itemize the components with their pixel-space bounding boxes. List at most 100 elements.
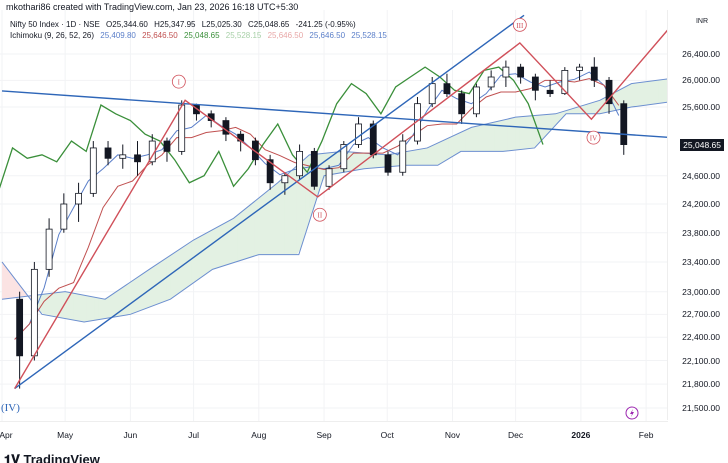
candle-body xyxy=(30,268,38,357)
symbol-title[interactable]: Nifty 50 Index · 1D · NSE xyxy=(10,20,100,29)
tradingview-logo-icon: 𝟏𝐕 xyxy=(4,452,24,463)
ohlc-close: C25,048.65 xyxy=(247,20,290,29)
time-tick-label: Nov xyxy=(444,430,461,440)
ichimoku-cloud-segment xyxy=(494,121,500,152)
ichimoku-cloud-segment xyxy=(515,116,521,151)
time-axis-divider xyxy=(0,421,668,422)
candle-body xyxy=(251,140,259,161)
price-tick-label: 21,500.00 xyxy=(682,402,720,413)
time-tick-label: Feb xyxy=(638,430,654,440)
ichimoku-cloud-segment xyxy=(271,184,277,255)
ichimoku-cloud-segment xyxy=(507,118,512,151)
ichimoku-cloud-segment xyxy=(393,153,399,167)
ichimoku-cloud-segment xyxy=(132,277,138,314)
cloud-upper-value: 25,646.50 xyxy=(309,31,346,40)
candle-body xyxy=(428,83,436,105)
ichimoku-cloud-segment xyxy=(359,152,365,170)
ichimoku-cloud-segment xyxy=(161,258,167,303)
senkou-span-b-line xyxy=(1,101,668,323)
ichimoku-cloud-segment xyxy=(380,154,386,168)
ichimoku-cloud-segment xyxy=(166,255,171,301)
ohlc-high: H25,347.95 xyxy=(154,20,196,29)
candle-body xyxy=(89,147,97,194)
ichimoku-cloud-segment xyxy=(136,274,142,312)
ichimoku-cloud-segment xyxy=(229,218,235,264)
indicator-title[interactable]: Ichimoku (9, 26, 52, 26) xyxy=(10,31,95,40)
ichimoku-cloud-segment xyxy=(199,234,205,279)
ichimoku-cloud-segment xyxy=(6,267,11,299)
price-axis[interactable]: INR 26,400.00 26,000.00 25,600.00 24,600.00… xyxy=(667,10,728,420)
ichimoku-cloud-segment xyxy=(528,115,533,149)
currency-label: INR xyxy=(695,18,708,25)
ichimoku-cloud-segment xyxy=(423,147,428,166)
wave-label-circle xyxy=(171,74,186,89)
ichimoku-cloud-segment xyxy=(347,151,352,172)
ichimoku-cloud-segment xyxy=(44,293,49,316)
price-tick-label: 23,000.00 xyxy=(682,286,720,297)
wave-label: IV xyxy=(590,135,597,143)
time-tick-label: Jun xyxy=(123,430,138,440)
ichimoku-cloud-segment xyxy=(452,134,458,157)
candle-body xyxy=(60,203,68,230)
candle-body xyxy=(178,104,186,152)
symbol-legend: Nifty 50 Index · 1D · NSE O25,344.60 H25… xyxy=(10,20,360,29)
ichimoku-cloud-segment xyxy=(254,197,260,256)
ichimoku-cloud-segment xyxy=(524,116,529,150)
wave-label-circle xyxy=(312,207,327,222)
ichimoku-cloud-segment xyxy=(288,169,293,255)
ichimoku-cloud-segment xyxy=(376,154,382,168)
ichimoku-cloud-segment xyxy=(216,225,222,269)
candle-body xyxy=(369,123,377,156)
ichimoku-cloud-segment xyxy=(149,266,155,308)
ichimoku-cloud-segment xyxy=(174,249,180,297)
ichimoku-cloud-segment xyxy=(641,81,647,106)
ichimoku-cloud-segment xyxy=(237,211,243,262)
kijun-value: 25,646.50 xyxy=(142,31,178,40)
ichimoku-cloud-segment xyxy=(145,269,150,309)
ichimoku-cloud-segment xyxy=(128,280,134,315)
ichimoku-cloud-segment xyxy=(94,297,100,321)
price-tick-label: 23,400.00 xyxy=(682,256,720,267)
ichimoku-cloud-segment xyxy=(204,231,209,276)
price-tick-label: 26,000.00 xyxy=(682,75,720,86)
wave-label: I xyxy=(178,79,181,87)
time-tick-label: Sep xyxy=(316,430,332,440)
ichimoku-cloud-segment xyxy=(178,246,184,294)
candle-body xyxy=(45,228,53,270)
ichimoku-cloud-segment xyxy=(170,252,176,300)
ichimoku-cloud-segment xyxy=(519,116,525,150)
brand-name: TradingView xyxy=(23,452,100,463)
ichimoku-cloud-segment xyxy=(77,294,83,322)
candle-body xyxy=(104,147,112,159)
ichimoku-cloud-segment xyxy=(646,81,651,106)
ichimoku-cloud-segment xyxy=(334,151,340,174)
price-tick-label: 24,200.00 xyxy=(682,199,720,209)
wave-label: III xyxy=(516,22,524,30)
ichimoku-cloud-segment xyxy=(65,291,70,320)
candle-body xyxy=(384,154,392,173)
cloud-lower-value: 25,528.15 xyxy=(351,31,387,40)
time-tick-label: Oct xyxy=(380,430,394,440)
candle-body xyxy=(517,66,525,78)
ohlc-low: L25,025.30 xyxy=(201,20,242,29)
time-tick-label: Aug xyxy=(251,430,267,440)
ichimoku-cloud-segment xyxy=(364,153,369,169)
ichimoku-cloud-segment xyxy=(292,165,298,255)
ichimoku-cloud-segment xyxy=(111,292,117,318)
candle-body xyxy=(163,140,171,152)
ichimoku-cloud-segment xyxy=(502,119,508,152)
ichimoku-cloud-segment xyxy=(587,102,592,114)
ichimoku-cloud-segment xyxy=(258,194,264,255)
ichimoku-cloud-segment xyxy=(225,220,230,266)
ichimoku-cloud-segment xyxy=(477,124,483,152)
ichimoku-cloud-segment xyxy=(574,106,580,114)
ichimoku-cloud-segment xyxy=(629,83,634,108)
ichimoku-cloud-segment xyxy=(414,149,420,166)
ichimoku-cloud-segment xyxy=(69,292,75,321)
ichimoku-cloud-segment xyxy=(187,241,192,288)
price-tick-label: 26,400.00 xyxy=(682,49,720,59)
candle-body xyxy=(281,175,289,184)
chikou-span-line xyxy=(0,66,544,189)
candle-body xyxy=(576,66,583,71)
